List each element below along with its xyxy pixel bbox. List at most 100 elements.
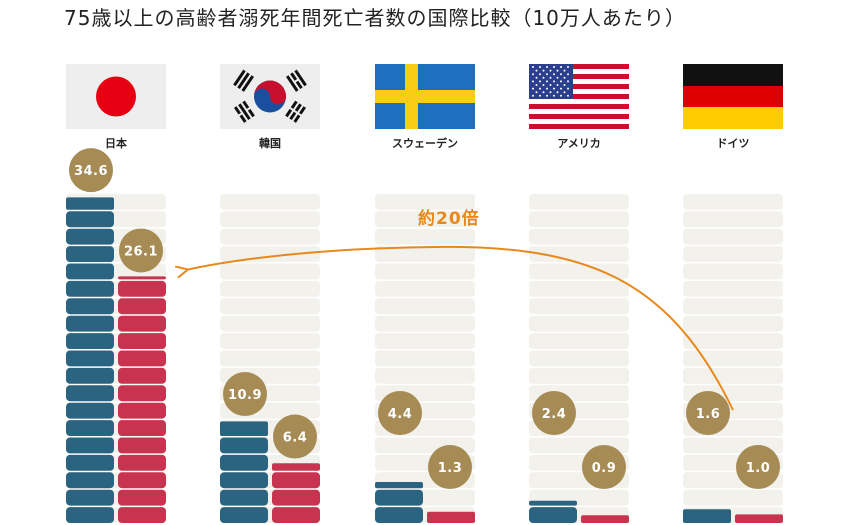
bar-segment [220, 437, 268, 454]
value-label: 2.4 [532, 391, 576, 435]
empty-row [375, 228, 475, 245]
value-label: 1.3 [428, 445, 472, 489]
bar-segment [529, 500, 577, 506]
empty-row [375, 298, 475, 315]
bar-segment [66, 280, 114, 297]
empty-row [529, 280, 629, 297]
japan-flag [66, 64, 166, 129]
empty-row [220, 298, 320, 315]
empty-row [529, 246, 629, 262]
bar-segment [66, 472, 114, 489]
value-label: 0.9 [582, 445, 626, 489]
bar-segment [272, 472, 320, 489]
bar-segment [66, 402, 114, 419]
value-label: 10.9 [223, 372, 267, 417]
empty-row [375, 333, 475, 349]
value-bubble [119, 228, 163, 273]
bar-segment [118, 454, 166, 471]
value-bubble [428, 445, 472, 489]
bar-segment [272, 463, 320, 471]
bar-segment [118, 507, 166, 523]
bar-segment [118, 333, 166, 349]
value-bubble [273, 414, 317, 459]
category-label: 韓国 [259, 136, 281, 150]
empty-row [375, 315, 475, 332]
bar-segment [220, 507, 268, 523]
bar-segment [66, 454, 114, 471]
empty-row [529, 350, 629, 367]
bar-segment [66, 263, 114, 280]
value-bubble [736, 445, 780, 489]
germany-flag [683, 64, 783, 129]
bar-segment [118, 276, 166, 280]
empty-row [683, 193, 783, 210]
empty-row [220, 228, 320, 245]
value-text: 0.9 [592, 461, 617, 476]
bar-segment [375, 482, 423, 489]
bar-segment [66, 315, 114, 332]
bar-segment [118, 298, 166, 315]
chart-title: 75歳以上の高齢者溺死年間死亡者数の国際比較（10万人あたり） [64, 6, 686, 30]
empty-row [375, 367, 475, 384]
empty-row [683, 298, 783, 315]
bar-segment [66, 437, 114, 454]
value-label: 34.6 [69, 148, 113, 193]
empty-row [683, 211, 783, 228]
bar-segment [272, 507, 320, 523]
value-bubble [223, 372, 267, 417]
bar-segment [118, 385, 166, 402]
comparison-arrow [186, 245, 734, 411]
bar-segment [375, 489, 423, 506]
value-bubble [378, 391, 422, 435]
bar-segment [375, 507, 423, 523]
bar-segment [118, 280, 166, 297]
value-label: 1.0 [736, 445, 780, 489]
empty-row [683, 228, 783, 245]
bar-segment [272, 489, 320, 506]
empty-row [220, 263, 320, 280]
bar-segment [220, 472, 268, 489]
bar-segment [66, 211, 114, 228]
korea-flag [220, 64, 320, 129]
empty-row [220, 280, 320, 297]
category-label: ドイツ [717, 137, 750, 150]
empty-row [375, 246, 475, 262]
bar-segment [118, 350, 166, 367]
bar-segment [118, 367, 166, 384]
category-label: スウェーデン [392, 136, 458, 150]
empty-row [683, 280, 783, 297]
empty-row [529, 228, 629, 245]
category-label: 日本 [105, 136, 127, 150]
empty-row [683, 246, 783, 262]
value-label: 26.1 [119, 228, 163, 273]
empty-row [683, 333, 783, 349]
empty-row [220, 193, 320, 210]
bar-segment [66, 228, 114, 245]
empty-row [529, 315, 629, 332]
empty-row [529, 298, 629, 315]
empty-row [529, 333, 629, 349]
empty-row [529, 193, 629, 210]
bar-segment [118, 472, 166, 489]
value-label: 6.4 [273, 414, 317, 459]
bar-segment [66, 489, 114, 506]
bar-segment [66, 333, 114, 349]
bar-segment [581, 515, 629, 523]
bar-segment [220, 454, 268, 471]
bar-segment [66, 507, 114, 523]
bar-segment [529, 507, 577, 523]
bar-segment [220, 489, 268, 506]
empty-row [683, 350, 783, 367]
bar-segment [118, 315, 166, 332]
bar-segment [118, 437, 166, 454]
empty-row [375, 280, 475, 297]
bar-segment [66, 246, 114, 262]
bar-segment [118, 420, 166, 436]
bar-segment [118, 402, 166, 419]
empty-row [683, 489, 783, 506]
value-text: 4.4 [388, 407, 413, 422]
bar-segment [118, 489, 166, 506]
value-bubble [686, 391, 730, 435]
empty-row [375, 193, 475, 210]
value-text: 10.9 [228, 388, 262, 403]
